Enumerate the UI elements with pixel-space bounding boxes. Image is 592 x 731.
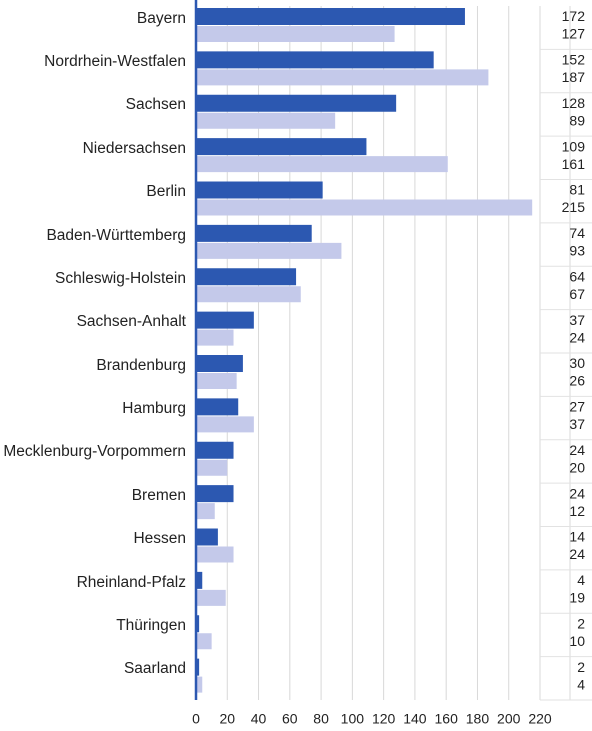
value-label: 37 xyxy=(569,416,585,432)
bar xyxy=(196,398,239,416)
x-tick-label: 100 xyxy=(341,711,365,727)
x-tick-label: 180 xyxy=(466,711,490,727)
category-label: Bayern xyxy=(136,9,186,27)
category-label: Sachsen-Anhalt xyxy=(76,313,186,331)
category-label: Nordrhein-Westfalen xyxy=(44,53,186,71)
value-label: 24 xyxy=(569,485,585,501)
value-label: 67 xyxy=(569,286,585,302)
value-label: 30 xyxy=(569,355,585,371)
x-tick-label: 20 xyxy=(219,711,235,727)
category-label: Niedersachsen xyxy=(82,139,186,157)
value-label: 2 xyxy=(577,615,585,631)
category-label: Brandenburg xyxy=(96,356,186,374)
bar xyxy=(196,69,489,86)
bar xyxy=(196,94,397,112)
category-label: Saarland xyxy=(123,660,186,678)
category-label: Berlin xyxy=(146,183,186,201)
category-label: Baden-Württemberg xyxy=(46,226,186,244)
value-label: 24 xyxy=(569,442,585,458)
value-label: 152 xyxy=(562,52,586,68)
bar xyxy=(196,268,297,286)
value-label: 109 xyxy=(562,138,586,154)
value-label: 64 xyxy=(569,268,585,284)
value-label: 187 xyxy=(562,69,586,85)
value-label: 93 xyxy=(569,243,585,259)
value-label: 215 xyxy=(562,199,586,215)
bar xyxy=(196,528,218,546)
bar xyxy=(196,112,336,129)
bar xyxy=(196,242,342,259)
bar xyxy=(196,181,323,199)
bar xyxy=(196,441,234,459)
bar xyxy=(196,503,215,520)
value-label: 24 xyxy=(569,546,585,562)
bar xyxy=(196,416,254,433)
bar xyxy=(196,546,234,563)
bar xyxy=(196,633,212,650)
bar xyxy=(196,615,200,633)
bar xyxy=(196,459,228,476)
bar xyxy=(196,224,312,242)
value-label: 37 xyxy=(569,312,585,328)
x-tick-label: 40 xyxy=(251,711,267,727)
bar xyxy=(196,26,395,42)
value-label: 161 xyxy=(562,156,586,172)
bar xyxy=(196,329,234,346)
value-label: 27 xyxy=(569,399,585,415)
value-label: 2 xyxy=(577,659,585,675)
bar xyxy=(196,485,234,503)
value-label: 4 xyxy=(577,572,585,588)
x-tick-label: 200 xyxy=(497,711,521,727)
x-tick-label: 160 xyxy=(435,711,459,727)
value-label: 20 xyxy=(569,459,585,475)
value-label: 14 xyxy=(569,529,585,545)
bar xyxy=(196,589,226,606)
value-label: 74 xyxy=(569,225,585,241)
value-label: 89 xyxy=(569,112,585,128)
value-label: 12 xyxy=(569,503,585,519)
value-label: 19 xyxy=(569,590,585,606)
bar xyxy=(196,199,533,216)
bar xyxy=(196,138,367,156)
bar xyxy=(196,658,200,676)
value-label: 10 xyxy=(569,633,585,649)
bar xyxy=(196,8,465,25)
category-label: Bremen xyxy=(131,486,186,504)
x-tick-label: 60 xyxy=(282,711,298,727)
value-label: 172 xyxy=(562,8,586,24)
value-label: 26 xyxy=(569,373,585,389)
bar xyxy=(196,286,301,303)
bar xyxy=(196,51,434,69)
value-label: 24 xyxy=(569,329,585,345)
x-tick-label: 120 xyxy=(372,711,396,727)
bar xyxy=(196,355,243,372)
x-tick-label: 140 xyxy=(403,711,427,727)
bar xyxy=(196,311,254,329)
category-label: Schleswig-Holstein xyxy=(55,269,186,287)
x-tick-label: 80 xyxy=(313,711,329,727)
bar xyxy=(196,676,203,693)
bar xyxy=(196,156,448,173)
value-label: 128 xyxy=(562,95,586,111)
value-label: 127 xyxy=(562,26,586,42)
category-label: Mecklenburg-Vorpommern xyxy=(3,443,186,461)
x-tick-label: 220 xyxy=(528,711,552,727)
bar xyxy=(196,571,203,589)
value-label: 4 xyxy=(577,676,585,692)
category-label: Sachsen xyxy=(125,96,186,114)
category-label: Hessen xyxy=(133,530,186,548)
x-tick-label: 0 xyxy=(192,711,200,727)
bar xyxy=(196,373,237,389)
category-label: Rheinland-Pfalz xyxy=(76,573,186,591)
value-label: 81 xyxy=(569,182,585,198)
category-label: Thüringen xyxy=(116,616,186,634)
category-label: Hamburg xyxy=(122,400,186,418)
